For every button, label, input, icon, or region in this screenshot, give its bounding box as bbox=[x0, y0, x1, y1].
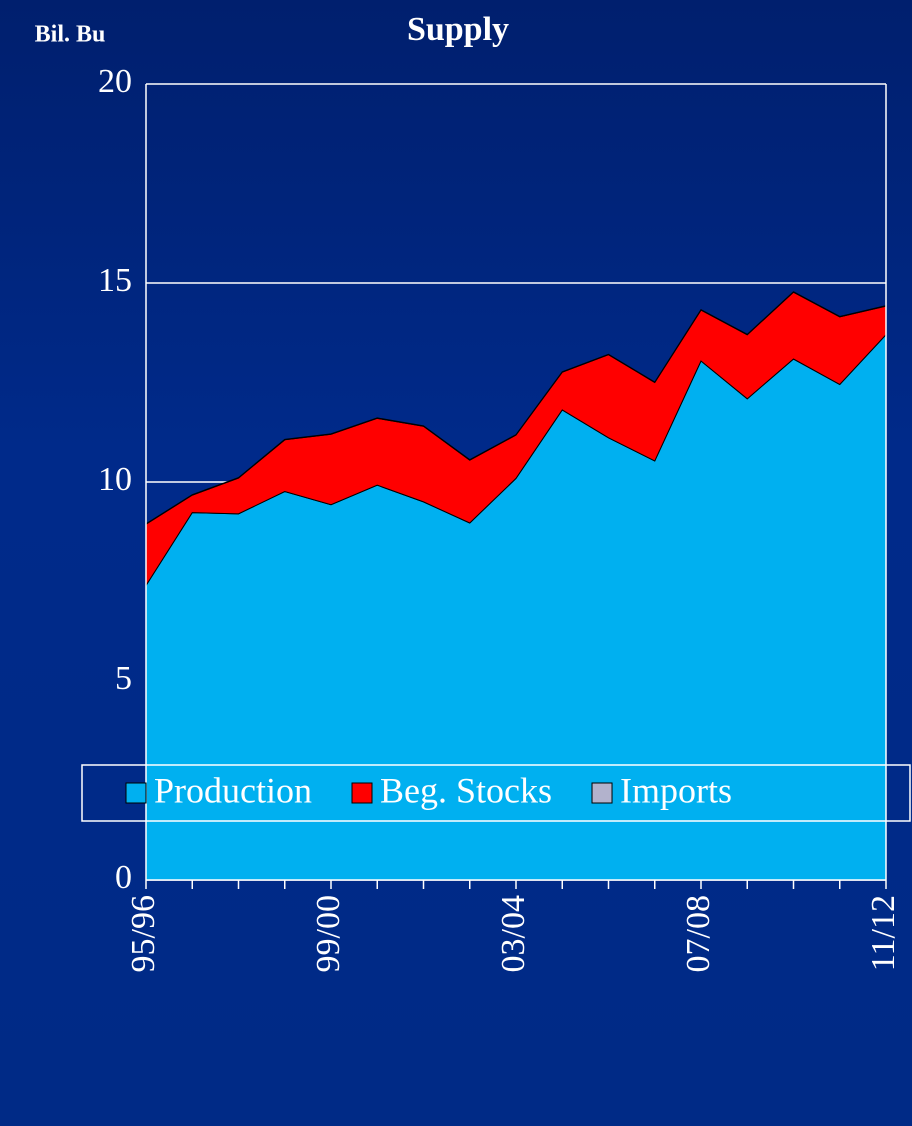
x-tick-label: 99/00 bbox=[310, 895, 347, 972]
y-axis-label: Bil. Bu bbox=[35, 22, 106, 48]
legend-label: Beg. Stocks bbox=[380, 770, 552, 810]
legend-label: Imports bbox=[620, 770, 732, 810]
x-tick-label: 03/04 bbox=[495, 895, 532, 972]
legend-swatch bbox=[125, 782, 147, 804]
legend-swatch bbox=[591, 782, 613, 804]
y-tick-label: 15 bbox=[98, 262, 132, 299]
y-tick-label: 5 bbox=[115, 660, 132, 697]
x-tick-label: 95/96 bbox=[125, 895, 162, 972]
y-tick-label: 20 bbox=[98, 63, 132, 100]
x-tick-label: 11/12 bbox=[865, 895, 902, 971]
chart-title: Supply bbox=[407, 11, 509, 48]
y-tick-label: 10 bbox=[98, 461, 132, 498]
legend-label: Production bbox=[154, 770, 312, 810]
legend-box bbox=[81, 764, 911, 822]
y-tick-label: 0 bbox=[115, 859, 132, 896]
legend: Production Beg. Stocks Imports bbox=[125, 770, 732, 810]
x-tick-label: 07/08 bbox=[680, 895, 717, 972]
legend-swatch bbox=[351, 782, 373, 804]
